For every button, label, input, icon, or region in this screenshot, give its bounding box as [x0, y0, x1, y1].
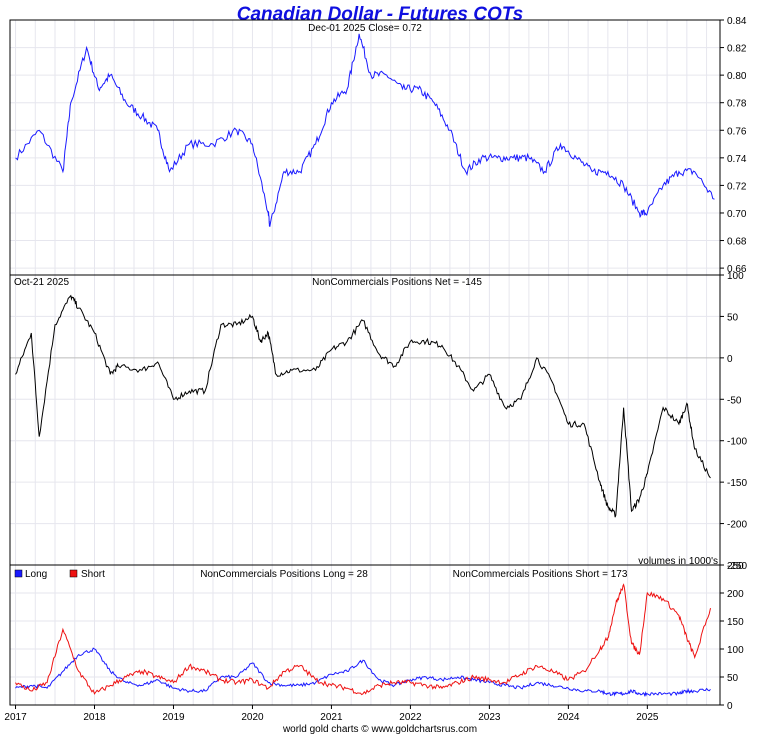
y-tick-label: 0 [727, 701, 733, 712]
long-positions-line [15, 647, 711, 697]
y-tick-label: 0.84 [727, 16, 747, 27]
y-tick-label: 0.80 [727, 71, 747, 82]
x-tick-label: 2017 [4, 712, 27, 723]
y-tick-label: 100 [727, 645, 744, 656]
y-tick-label: 0.72 [727, 181, 747, 192]
y-tick-label: -150 [727, 478, 747, 489]
y-tick-label: 150 [727, 617, 744, 628]
net-positions-label: NonCommercials Positions Net = -145 [312, 277, 482, 288]
net-date-label: Oct-21 2025 [14, 277, 69, 288]
y-tick-label: 250 [727, 561, 744, 572]
y-tick-label: -200 [727, 520, 747, 531]
long-short-panel: 250 200 150 100 50 0 2017 2018 2019 2020 2021 2022 2… [4, 561, 744, 723]
y-tick-label: 0.78 [727, 99, 747, 110]
footer-credit: world gold charts © www.goldchartsrus.co… [282, 724, 477, 735]
y-tick-label: 0.70 [727, 209, 747, 220]
legend-short-swatch [69, 569, 78, 578]
long-positions-label: NonCommercials Positions Long = 28 [200, 569, 368, 580]
x-tick-label: 2019 [162, 712, 185, 723]
y-tick-label: 100 [727, 271, 744, 282]
chart-title: Canadian Dollar - Futures COTs [237, 4, 523, 25]
x-tick-label: 2018 [83, 712, 106, 723]
short-positions-line [15, 583, 711, 696]
net-positions-line [15, 294, 711, 518]
y-tick-label: 0.66 [727, 264, 747, 275]
y-tick-label: 0 [727, 354, 733, 365]
x-tick-label: 2022 [399, 712, 422, 723]
x-tick-label: 2021 [320, 712, 343, 723]
price-close-label: Dec-01 2025 Close= 0.72 [308, 23, 422, 34]
x-tick-label: 2025 [636, 712, 659, 723]
y-tick-label: 0.68 [727, 237, 747, 248]
x-tick-label: 2023 [478, 712, 501, 723]
y-tick-label: 200 [727, 589, 744, 600]
net-positions-panel: 100 50 0 -50 -100 -150 -200 -250 [9, 271, 747, 572]
volumes-note: volumes in 1000's [638, 556, 718, 567]
x-tick-label: 2024 [557, 712, 580, 723]
short-positions-label: NonCommercials Positions Short = 173 [453, 569, 628, 580]
y-tick-label: 0.76 [727, 126, 747, 137]
legend-short-label: Short [81, 569, 105, 580]
panel-frame [9, 564, 721, 706]
y-tick-label: -50 [727, 395, 742, 406]
x-tick-label: 2020 [241, 712, 264, 723]
y-tick-label: 0.74 [727, 154, 747, 165]
y-tick-label: -100 [727, 437, 747, 448]
legend-long-swatch [14, 569, 23, 578]
price-line [15, 33, 715, 227]
price-panel: 0.84 0.82 0.80 0.78 0.76 0.74 0.72 0.70 0.68 0.66 [9, 16, 747, 276]
y-tick-label: 50 [727, 312, 739, 323]
y-tick-label: 50 [727, 673, 739, 684]
legend-long-label: Long [25, 569, 47, 580]
y-tick-label: 0.82 [727, 44, 747, 55]
y-tick-label: -250 [727, 561, 747, 572]
panel-frame [9, 274, 721, 566]
